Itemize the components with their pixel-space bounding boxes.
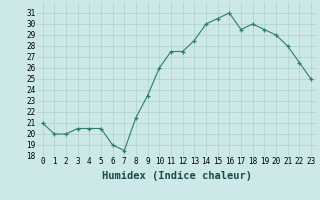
X-axis label: Humidex (Indice chaleur): Humidex (Indice chaleur)	[102, 171, 252, 181]
